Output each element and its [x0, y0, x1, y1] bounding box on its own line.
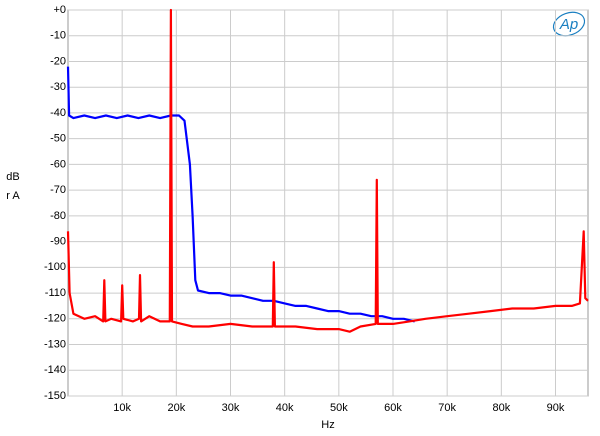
- x-tick-label: 30k: [222, 402, 240, 414]
- x-tick-label: 80k: [492, 402, 510, 414]
- x-tick-label: 50k: [330, 402, 348, 414]
- x-tick-label: 60k: [384, 402, 402, 414]
- y-tick-label: -80: [50, 210, 66, 222]
- y-tick-label: -90: [50, 236, 66, 248]
- y-tick-label: -130: [44, 338, 66, 350]
- y-tick-label: -150: [44, 390, 66, 402]
- y-tick-label: -50: [50, 133, 66, 145]
- x-tick-label: 20k: [167, 402, 185, 414]
- x-tick-label: 10k: [113, 402, 131, 414]
- x-tick-label: 90k: [547, 402, 565, 414]
- y-tick-label: +0: [53, 4, 66, 16]
- y-tick-label: -100: [44, 261, 66, 273]
- y-axis-label: dBr A: [6, 171, 20, 202]
- y-tick-label: -30: [50, 81, 66, 93]
- y-tick-label: -70: [50, 184, 66, 196]
- logo-ring: [552, 11, 586, 37]
- logo: Ap: [559, 16, 578, 33]
- y-tick-label: -20: [50, 55, 66, 67]
- y-tick-label: -120: [44, 313, 66, 325]
- plot-area: [67, 9, 589, 397]
- series-line: [66, 8, 589, 333]
- y-tick-label: -40: [50, 107, 66, 119]
- y-tick-label: -110: [45, 287, 66, 299]
- y-tick-label: -140: [44, 364, 66, 376]
- x-axis-label: Hz: [321, 419, 334, 431]
- x-tick-label: 40k: [276, 402, 294, 414]
- x-tick-label: 70k: [438, 402, 456, 414]
- y-tick-label: -10: [50, 30, 66, 42]
- series-line: [66, 66, 415, 323]
- y-tick-label: -60: [50, 158, 66, 170]
